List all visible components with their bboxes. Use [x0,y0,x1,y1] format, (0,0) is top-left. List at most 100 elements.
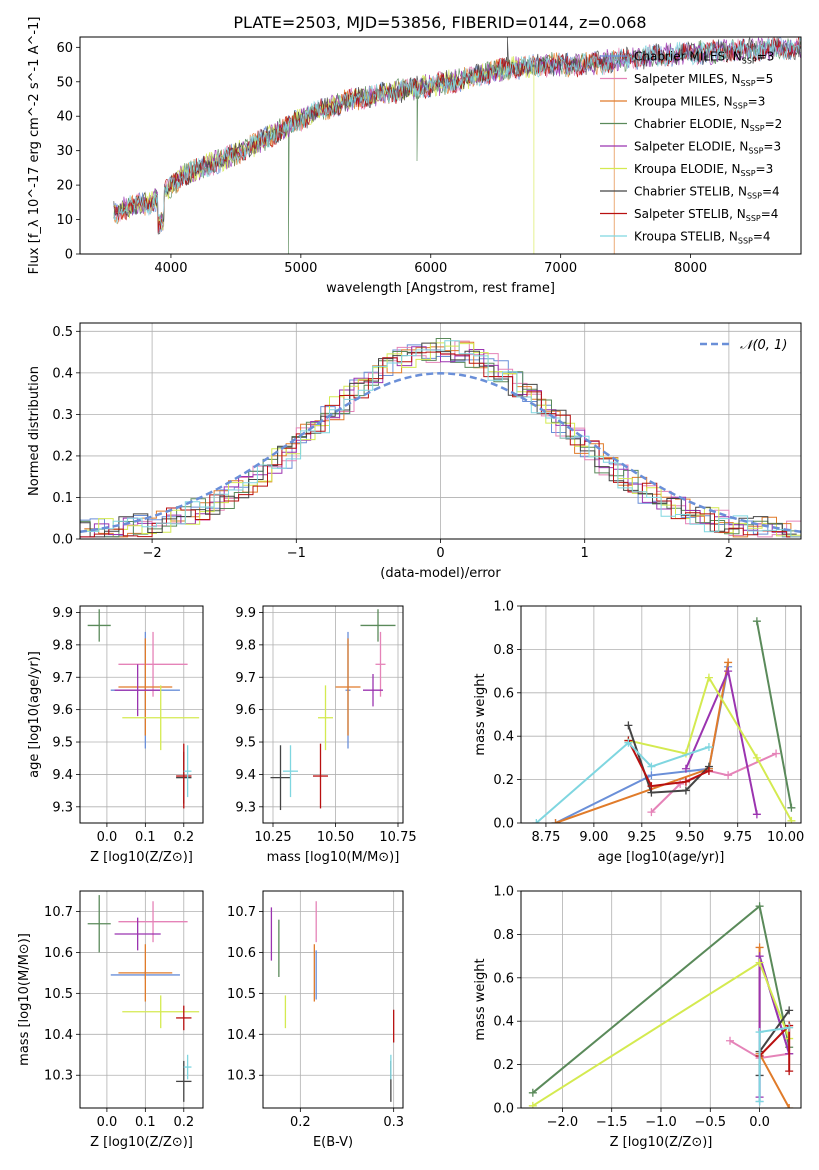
x-axis-label: E(B-V) [313,1135,353,1150]
legend-subscript: SSP [748,147,763,156]
x-tick-label: 9.00 [579,830,608,845]
x-tick-label: −1.5 [596,1115,628,1130]
legend-count: =4 [762,185,780,199]
plus-marker [785,1006,794,1015]
spectrum-line [113,50,615,254]
plus-marker [681,786,690,795]
plus-marker [752,753,761,762]
y-tick-label: 0.6 [493,971,514,986]
plus-marker [704,743,713,752]
y-tick-label: 0 [65,248,73,263]
plus-marker [755,1028,764,1037]
y-tick-label: 10.6 [44,946,73,961]
plot-area [270,901,395,1102]
plus-marker [787,803,796,812]
x-tick-label: 0.1 [135,1115,156,1130]
y-tick-label: 0.2 [493,1058,514,1073]
legend-count: =2 [765,117,783,131]
y-tick-label: 30 [56,144,73,159]
plot-area [80,338,801,538]
y-tick-label: 10.6 [227,946,256,961]
x-tick-label: −1.0 [645,1115,677,1130]
mass-weight-line [628,675,793,822]
y-axis-label: mass weight [473,958,488,1040]
legend-count: =4 [753,230,771,244]
panel-age_vs_Z: 0.0 0.1 0.2 9.3 9.4 9.5 9.6 9.7 9.8 9.9 Z [log10(Z… [27,605,204,865]
x-tick-label: 8000 [674,261,707,276]
mass-weight-line [758,1009,791,1076]
x-axis-label: age [log10(age/yr)] [598,850,725,865]
normal-curve [80,372,801,533]
plus-marker [624,738,633,747]
plus-marker [647,762,656,771]
y-tick-label: 9.8 [52,638,73,653]
plus-marker [755,902,764,911]
plot-area [87,895,200,1102]
y-tick-label: 10.7 [44,905,73,920]
x-tick-label: 0.2 [173,830,194,845]
y-tick-label: 1.0 [493,600,514,615]
legend-count: =3 [763,140,781,154]
plot-area [87,609,200,809]
x-tick-label: −1 [287,546,306,561]
y-tick-label: 10.7 [227,905,256,920]
x-tick-label: 5000 [284,261,317,276]
y-tick-label: 9.9 [235,606,256,621]
panel-mass_weight_vs_Z: −2.0 −1.5 −1.0 −0.5 0.0 0.0 0.2 0.4 0.6 0.8 1.0 Z [… [473,885,802,1150]
y-tick-label: 9.3 [235,800,256,815]
y-tick-label: 0.2 [52,449,73,464]
y-tick-label: 10.4 [44,1028,73,1043]
y-tick-label: 0.6 [493,686,514,701]
spectrum-line [113,37,801,232]
axes-frame [262,890,404,1109]
plus-marker [724,658,733,667]
x-tick-label: 9.75 [723,830,752,845]
histogram-step [80,346,801,538]
legend-label: Chabrier ELODIE, NSSP=2 [634,117,782,133]
histogram-step [80,342,797,538]
axes-frame [79,605,204,824]
x-tick-label: −2 [143,546,162,561]
plus-marker [647,808,656,817]
axes-frame [262,605,404,824]
plus-marker [752,617,761,626]
plus-marker [755,1097,764,1106]
legend-count: =5 [756,72,774,86]
y-tick-label: 0.1 [52,491,73,506]
spectrum-line [113,37,801,231]
plus-marker [785,1023,794,1032]
y-tick-label: 9.5 [52,736,73,751]
legend-subscript: SSP [750,124,765,133]
y-tick-label: 0.0 [52,533,73,548]
x-tick-label: 0 [436,546,444,561]
legend-label: Chabrier MILES, NSSP=3 [634,50,774,66]
x-tick-label: 0.0 [749,1115,770,1130]
x-tick-label: 9.50 [675,830,704,845]
y-tick-label: 9.8 [235,638,256,653]
legend-subscript: SSP [742,57,757,66]
legend-count: =3 [756,162,774,176]
histogram-step [84,340,801,538]
x-axis-label: Z [log10(Z/Z⊙)] [90,850,193,865]
axes-frame [79,890,204,1109]
y-tick-label: 9.4 [52,768,73,783]
y-tick-label: 9.6 [52,703,73,718]
axes-frame [79,322,802,540]
x-axis-label: Z [log10(Z/Z⊙)] [90,1135,193,1150]
plus-marker [681,764,690,773]
plot-area [113,37,801,254]
x-tick-label: 0.0 [97,830,118,845]
spectrum-line [113,37,801,233]
legend-subscript: SSP [747,192,762,201]
legend-subscript: SSP [733,102,748,111]
y-tick-label: 0.8 [493,928,514,943]
y-tick-label: 9.7 [235,671,256,686]
plus-marker [704,673,713,682]
y-axis-label: Normed distribution [27,366,42,496]
y-tick-label: 9.4 [235,768,256,783]
x-tick-label: −0.5 [695,1115,727,1130]
legend-label: Salpeter ELODIE, NSSP=3 [634,140,781,156]
mass-weight-line [755,621,793,808]
histogram-step [80,351,801,538]
y-tick-label: 0.0 [493,817,514,832]
